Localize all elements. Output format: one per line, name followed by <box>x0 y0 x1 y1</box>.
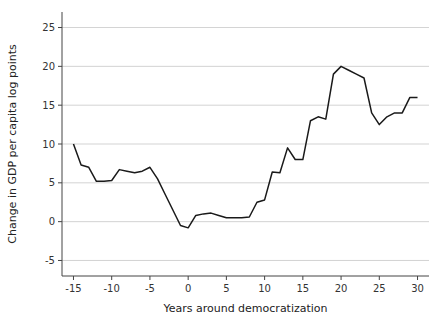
y-tick <box>58 66 62 67</box>
plot-area <box>73 66 417 228</box>
x-tick <box>111 276 112 280</box>
x-tick <box>149 276 150 280</box>
x-tick-label: -5 <box>145 283 155 294</box>
y-tick-label: 20 <box>42 61 55 72</box>
x-tick <box>226 276 227 280</box>
y-tick <box>58 182 62 183</box>
y-tick-label: 5 <box>49 177 55 188</box>
y-tick <box>58 221 62 222</box>
x-tick <box>302 276 303 280</box>
x-tick-label: -15 <box>65 283 81 294</box>
x-tick <box>379 276 380 280</box>
x-tick <box>417 276 418 280</box>
chart: -15 -10 -5 0 5 10 15 20 25 30 -5 0 5 10 15 20 25 Years ar… <box>0 0 443 322</box>
x-tick-label: 10 <box>258 283 271 294</box>
y-tick-label: 10 <box>42 139 55 150</box>
grid-line <box>62 144 429 145</box>
grid-line <box>62 182 429 183</box>
y-tick <box>58 27 62 28</box>
x-axis-label: Years around democratization <box>162 302 327 315</box>
x-axis-line <box>62 276 429 277</box>
x-tick-label: 25 <box>373 283 386 294</box>
grid <box>62 28 429 261</box>
grid-line <box>62 260 429 261</box>
y-tick-label: 15 <box>42 100 55 111</box>
x-tick <box>264 276 265 280</box>
y-axis-label: Change in GDP per capita log points <box>6 44 19 244</box>
x-tick <box>188 276 189 280</box>
grid-line <box>62 66 429 67</box>
y-tick <box>58 260 62 261</box>
axes: -15 -10 -5 0 5 10 15 20 25 30 -5 0 5 10 15 20 25 <box>42 12 429 294</box>
x-tick-label: 30 <box>411 283 424 294</box>
x-tick-label: 5 <box>223 283 229 294</box>
page: {"chart_data": {"type": "line", "x": [-1… <box>0 0 443 322</box>
x-tick-label: -10 <box>104 283 120 294</box>
grid-line <box>62 105 429 106</box>
y-tick <box>58 144 62 145</box>
x-tick-label: 15 <box>296 283 309 294</box>
grid-line <box>62 27 429 28</box>
y-tick-label: 0 <box>49 216 55 227</box>
y-tick <box>58 105 62 106</box>
x-tick <box>73 276 74 280</box>
y-tick-label: -5 <box>45 255 55 266</box>
grid-line <box>62 221 429 222</box>
x-tick-label: 0 <box>185 283 191 294</box>
chart-container: -15 -10 -5 0 5 10 15 20 25 30 -5 0 5 10 15 20 25 Years ar… <box>0 0 443 322</box>
y-tick-label: 25 <box>42 22 55 33</box>
data-line <box>73 66 417 228</box>
x-tick <box>341 276 342 280</box>
x-tick-label: 20 <box>335 283 348 294</box>
